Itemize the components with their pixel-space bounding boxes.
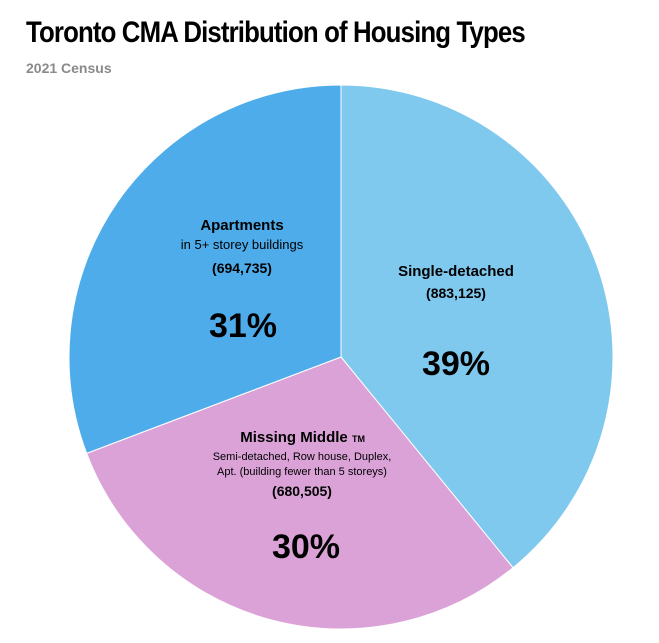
chart-subtitle: 2021 Census [26,60,112,76]
single-detached-count: (883,125) [426,285,486,301]
apartments-count: (694,735) [212,260,272,276]
missing-middle-desc-line-1: Semi-detached, Row house, Duplex, [213,451,392,463]
missing-middle-count: (680,505) [272,483,332,499]
apartments-label: Apartments [200,217,283,234]
apartments-percent: 31% [209,307,277,345]
missing-middle-label: Missing Middle [240,429,348,446]
slice-label-missing-middle: Missing Middle TM Semi-detached, Row hou… [213,429,392,566]
slice-label-single-detached: Single-detached (883,125) 39% [398,263,514,383]
slice-missing-middle [85,356,514,630]
slice-single-detached [340,84,614,569]
single-detached-label: Single-detached [398,263,514,280]
chart-title: Toronto CMA Distribution of Housing Type… [26,16,526,49]
slice-apartments [68,84,342,454]
missing-middle-desc-line-2: Apt. (building fewer than 5 storeys) [217,466,387,478]
missing-middle-percent: 30% [272,528,340,566]
slice-label-apartments: Apartments in 5+ storey buildings (694,7… [181,217,304,345]
apartments-desc-line-1: in 5+ storey buildings [181,237,304,252]
single-detached-percent: 39% [422,345,490,383]
missing-middle-trademark: TM [352,434,365,444]
